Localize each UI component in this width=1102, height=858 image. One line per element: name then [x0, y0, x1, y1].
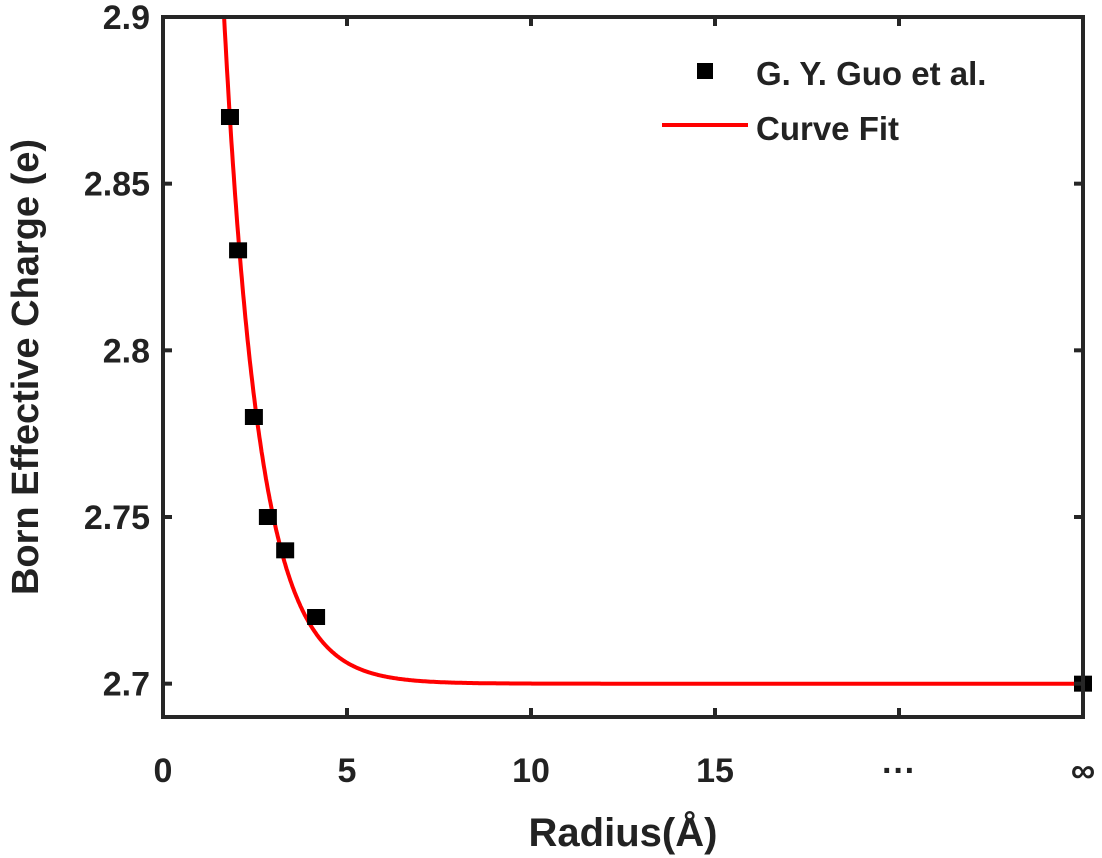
x-tick-label: 5 — [338, 752, 357, 790]
x-tick-label: ··· — [882, 752, 916, 790]
legend: G. Y. Guo et al. Curve Fit — [662, 55, 986, 147]
data-point — [258, 509, 277, 525]
legend-marker-square — [697, 63, 713, 79]
y-axis-label: Born Effective Charge (e) — [5, 139, 47, 595]
y-tick-label: 2.75 — [84, 499, 150, 537]
data-point — [307, 609, 326, 625]
x-tick-label: ∞ — [1071, 752, 1095, 790]
plot-box — [161, 15, 1085, 719]
y-tick-label: 2.7 — [103, 666, 150, 704]
x-tick-label: 15 — [696, 752, 734, 790]
y-tick-label: 2.9 — [103, 0, 150, 37]
legend-label-fit: Curve Fit — [756, 110, 899, 147]
data-point — [220, 109, 239, 125]
x-tick-label: 10 — [512, 752, 550, 790]
x-tick-label: 0 — [154, 752, 173, 790]
data-point — [276, 542, 295, 559]
y-tick-label: 2.8 — [103, 332, 150, 370]
y-tick-label: 2.85 — [84, 166, 150, 204]
legend-label-data: G. Y. Guo et al. — [756, 55, 986, 92]
x-axis-label: Radius(Å) — [529, 810, 718, 855]
data-point — [229, 242, 248, 259]
data-point — [244, 409, 263, 425]
curve-fit-line — [222, 16, 1083, 686]
